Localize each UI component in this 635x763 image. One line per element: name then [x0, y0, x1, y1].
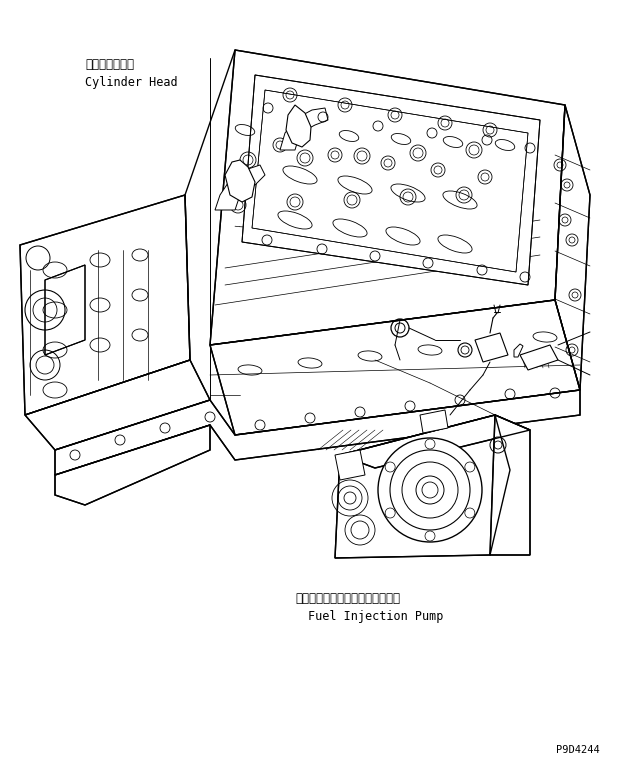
Polygon shape [210, 300, 580, 435]
Polygon shape [252, 90, 528, 272]
Polygon shape [280, 108, 328, 150]
Polygon shape [25, 360, 210, 450]
Polygon shape [335, 450, 365, 480]
Circle shape [416, 476, 444, 504]
Polygon shape [210, 50, 565, 345]
Polygon shape [55, 390, 580, 475]
Polygon shape [340, 415, 530, 468]
Text: Cylinder Head: Cylinder Head [85, 76, 178, 89]
Polygon shape [55, 425, 210, 505]
Text: P9D4244: P9D4244 [556, 745, 600, 755]
Text: フェエルインジェクションポンプ: フェエルインジェクションポンプ [295, 592, 400, 605]
Polygon shape [490, 415, 530, 555]
Circle shape [422, 482, 438, 498]
Polygon shape [555, 105, 590, 390]
Polygon shape [335, 415, 510, 558]
Polygon shape [286, 105, 311, 147]
Polygon shape [45, 265, 85, 355]
Polygon shape [520, 345, 558, 370]
Polygon shape [514, 344, 523, 357]
Polygon shape [20, 195, 190, 415]
Polygon shape [475, 333, 508, 362]
Polygon shape [242, 75, 540, 285]
Polygon shape [420, 410, 448, 433]
Polygon shape [215, 165, 265, 210]
Text: シリンダヘッド: シリンダヘッド [85, 58, 134, 71]
Text: Fuel Injection Pump: Fuel Injection Pump [308, 610, 443, 623]
Circle shape [378, 438, 482, 542]
Polygon shape [225, 160, 255, 202]
